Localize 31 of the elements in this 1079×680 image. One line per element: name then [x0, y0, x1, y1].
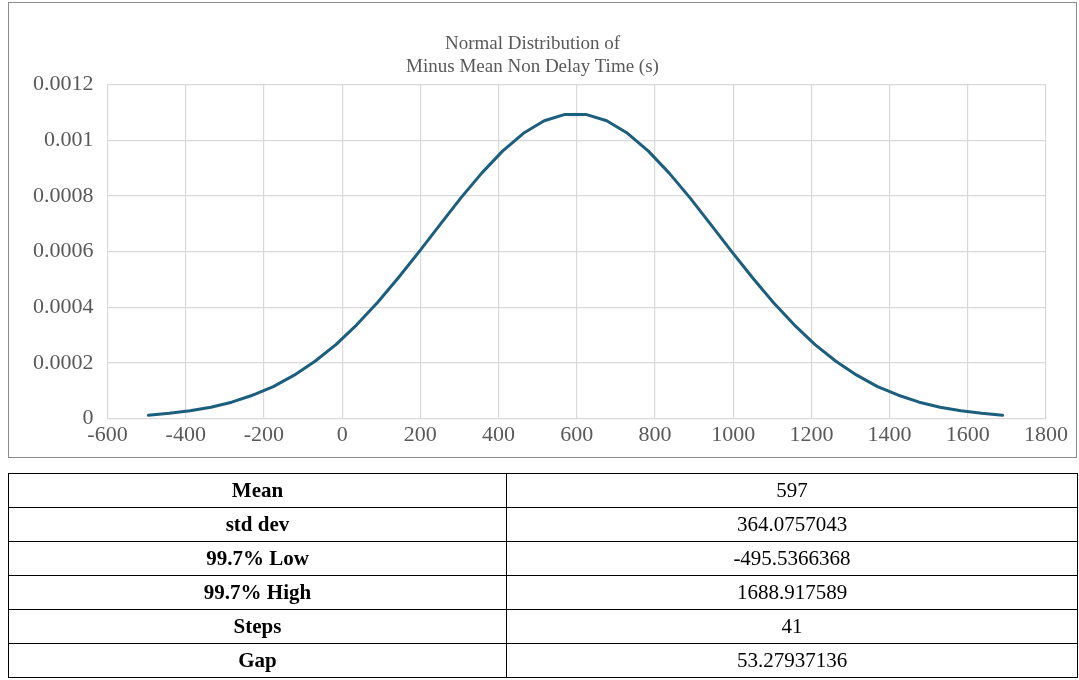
x-tick-label: 0 — [336, 420, 348, 446]
x-tick-label: -200 — [243, 420, 285, 446]
x-tick-label: 800 — [638, 420, 672, 446]
x-tick-label: 1600 — [945, 420, 990, 446]
x-tick-label: 1400 — [867, 420, 912, 446]
x-tick-label: 1800 — [1024, 420, 1068, 446]
y-tick-label: 0.0012 — [33, 70, 94, 96]
y-tick-label: 0.0004 — [33, 293, 94, 319]
text: Gap — [8, 643, 507, 678]
text: 41 — [506, 609, 1078, 644]
text: 99.7% High — [8, 575, 507, 610]
text: std dev — [8, 507, 507, 542]
text: 597 — [506, 473, 1078, 508]
y-tick-label: 0.0006 — [33, 237, 94, 263]
text: 1688.917589 — [506, 575, 1078, 610]
text: 53.27937136 — [506, 643, 1078, 678]
chart-title: Normal Distribution of Minus Mean Non Delay Time (s) — [406, 32, 659, 78]
x-tick-label: 600 — [560, 420, 594, 446]
x-tick-label: 1200 — [789, 420, 834, 446]
x-tick-label: 400 — [482, 420, 516, 446]
y-tick-label: 0.001 — [44, 126, 94, 152]
x-tick-label: -400 — [165, 420, 206, 446]
x-tick-label: 1000 — [711, 420, 756, 446]
x-tick-label: 200 — [403, 420, 437, 446]
text: -495.5366368 — [506, 541, 1078, 576]
text: Steps — [8, 609, 507, 644]
text: Mean — [8, 473, 507, 508]
text: 364.0757043 — [506, 507, 1078, 542]
text: 99.7% Low — [8, 541, 507, 576]
y-tick-label: 0.0002 — [33, 348, 94, 374]
y-tick-label: 0.0008 — [33, 181, 94, 207]
